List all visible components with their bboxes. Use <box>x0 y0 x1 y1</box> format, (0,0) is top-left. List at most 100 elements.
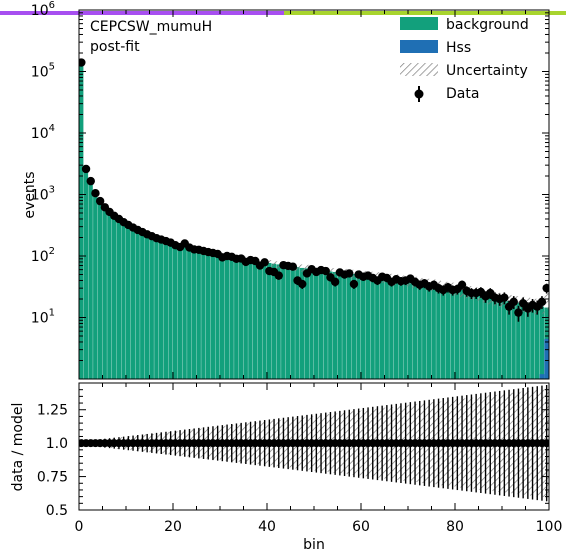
background-bar <box>229 256 234 379</box>
background-bar <box>431 284 436 379</box>
ratio-points <box>79 385 549 502</box>
ratio-y-ticks: 0.5 0.75 1.0 1.25 <box>37 389 549 519</box>
data-point <box>537 297 547 307</box>
background-bar <box>337 272 342 379</box>
background-bar <box>111 215 117 379</box>
background-bar <box>445 287 450 379</box>
background-bar <box>384 277 389 379</box>
uncertainty-band <box>267 259 272 267</box>
data-point <box>500 293 509 302</box>
background-bar <box>191 248 197 379</box>
data-point <box>345 269 354 278</box>
data-point <box>457 280 467 290</box>
background-bar <box>318 270 324 379</box>
legend-data-marker <box>414 89 424 99</box>
background-bar <box>205 252 211 379</box>
background-bar <box>412 281 418 379</box>
background-bar <box>332 271 338 379</box>
uncertainty-band <box>276 261 282 268</box>
background-bar <box>398 279 403 379</box>
background-bar <box>93 193 98 379</box>
y-tick-label: 105 <box>31 62 55 81</box>
background-bar <box>116 218 121 379</box>
background-bar <box>328 271 333 379</box>
uncertainty-band <box>459 284 465 298</box>
background-bar <box>144 234 150 379</box>
legend-label-uncertainty: Uncertainty <box>446 63 528 79</box>
background-bar <box>130 227 136 379</box>
uncertainty-band <box>328 267 333 276</box>
legend-label-background: background <box>446 17 529 33</box>
background-bar <box>248 260 253 379</box>
background-bar <box>365 275 371 379</box>
main-x-ticks <box>78 10 550 379</box>
background-bar <box>182 246 187 379</box>
hss-bar <box>539 374 545 379</box>
data-point <box>86 176 95 186</box>
uncertainty-band <box>299 264 305 272</box>
x-tick-label: 60 <box>352 519 370 535</box>
data-point <box>288 262 298 271</box>
ratio-y-tick-label: 0.5 <box>46 503 68 519</box>
background-bar <box>511 301 516 379</box>
background-bar <box>351 273 356 379</box>
ratio-y-tick-label: 1.0 <box>46 436 68 452</box>
background-bar <box>408 281 413 379</box>
background-bar <box>173 243 178 379</box>
background-bar <box>314 269 319 379</box>
data-point <box>91 188 100 198</box>
background-bar <box>492 297 497 379</box>
uncertainty-band <box>304 264 310 273</box>
background-bar <box>403 280 408 379</box>
background-bar <box>158 239 164 379</box>
background-bar <box>121 222 126 379</box>
data-point <box>298 279 307 289</box>
background-bar <box>262 262 267 379</box>
data-point <box>260 258 269 267</box>
data-point <box>330 277 340 287</box>
data-point <box>321 266 330 276</box>
legend: background Hss Uncertainty Data <box>400 17 529 102</box>
legend-label-data: Data <box>446 86 479 102</box>
background-bar <box>304 268 309 379</box>
background-bar <box>436 285 441 379</box>
background-bar <box>276 264 281 379</box>
background-bar <box>201 250 206 379</box>
x-tick-label: 20 <box>164 519 182 535</box>
background-bars <box>79 62 549 379</box>
ratio-y-label: data / model <box>10 403 26 492</box>
data-point <box>95 196 105 206</box>
y-tick-label: 104 <box>31 123 55 142</box>
background-bar <box>478 294 483 379</box>
data-point <box>274 271 283 280</box>
background-bar <box>140 232 145 379</box>
background-bar <box>497 298 502 379</box>
background-bar <box>163 241 168 379</box>
data-point <box>509 297 518 307</box>
background-bar <box>346 273 352 379</box>
top-strip-purple <box>0 11 284 15</box>
x-axis-label: bin <box>303 537 325 553</box>
background-bar <box>473 293 479 379</box>
background-bar <box>309 269 314 379</box>
ratio-y-tick-label: 0.75 <box>37 470 68 486</box>
uncertainty-band <box>351 269 357 279</box>
background-bar <box>469 291 474 379</box>
background-bar <box>290 266 295 379</box>
background-bar <box>389 278 394 379</box>
background-bar <box>464 290 469 379</box>
background-bar <box>516 302 521 379</box>
background-bar <box>356 274 361 379</box>
background-bar <box>79 62 84 379</box>
y-tick-label: 106 <box>31 0 55 19</box>
background-bar <box>196 249 201 379</box>
data-point <box>514 308 523 317</box>
background-bar <box>107 211 112 379</box>
background-bar <box>154 238 159 379</box>
data-point <box>349 279 359 289</box>
background-bar <box>361 275 366 379</box>
background-bar <box>483 295 488 379</box>
background-bar <box>168 242 173 379</box>
data-points <box>79 58 549 322</box>
uncertainty-band <box>295 263 300 271</box>
